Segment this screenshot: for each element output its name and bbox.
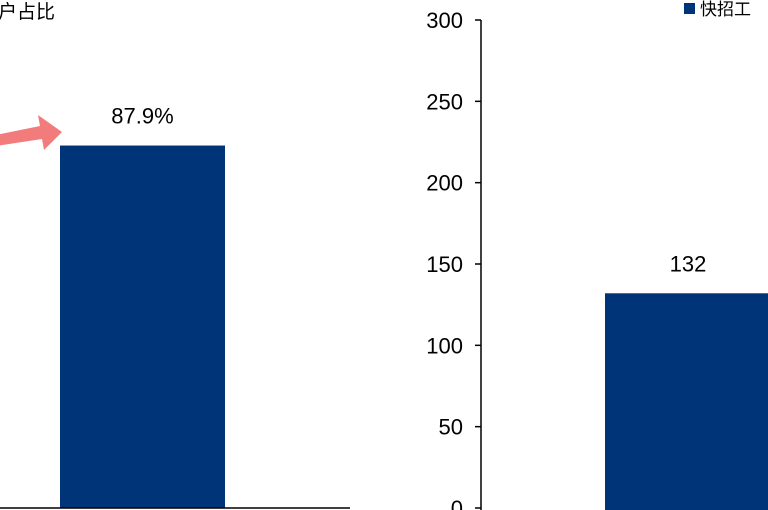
y-tick-label: 100 (426, 333, 463, 358)
y-tick-label: 150 (426, 252, 463, 277)
right-arrow-icon (0, 115, 62, 150)
left-bar-87-9 (60, 145, 225, 508)
y-tick-label: 250 (426, 89, 463, 114)
left-bar-value-label: 87.9% (111, 104, 173, 129)
y-tick-label: 200 (426, 171, 463, 196)
right-y-ticks: 0 50 100 150 200 250 300 (426, 8, 481, 510)
right-chart: 快招工 0 50 100 150 200 250 300 132 (426, 0, 768, 510)
right-bar-132 (605, 293, 768, 510)
legend: 快招工 (684, 0, 751, 20)
y-tick-label: 50 (439, 415, 463, 440)
legend-swatch (684, 3, 695, 14)
y-tick-label: 300 (426, 8, 463, 33)
y-tick-label: 0 (451, 496, 463, 510)
legend-label: 快招工 (700, 0, 751, 20)
left-chart-title-fragment: 户占比 (0, 1, 55, 23)
left-chart: 户占比 87.9% (0, 1, 350, 509)
right-bar-value-label: 132 (670, 251, 707, 276)
